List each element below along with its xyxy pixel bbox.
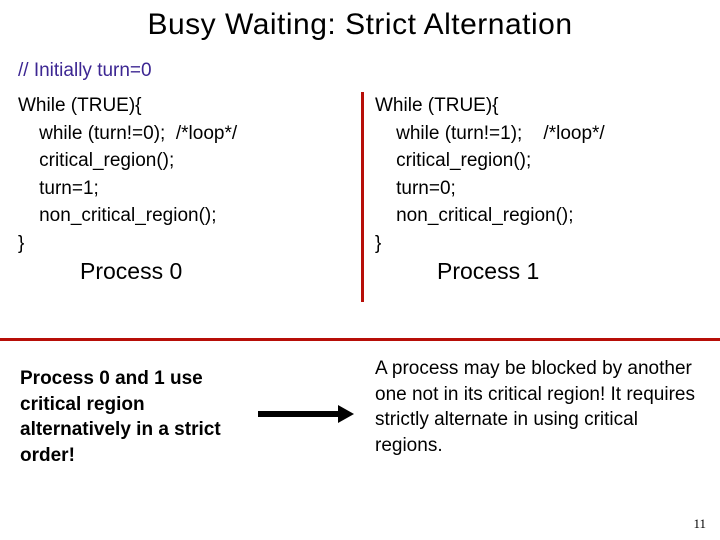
code-line: while (turn!=1); /*loop*/ [375,120,705,148]
code-columns: While (TRUE){ while (turn!=0); /*loop*/ … [0,92,720,312]
horizontal-divider [0,338,720,341]
code-line: } [18,230,348,258]
code-line: while (turn!=0); /*loop*/ [18,120,348,148]
code-line: While (TRUE){ [375,92,705,120]
code-line: critical_region(); [375,147,705,175]
slide-title: Busy Waiting: Strict Alternation [0,0,720,42]
code-line: critical_region(); [18,147,348,175]
code-line: turn=0; [375,175,705,203]
process-1-label: Process 1 [375,255,705,288]
process-0-label: Process 0 [18,255,348,288]
code-line: turn=1; [18,175,348,203]
code-line: } [375,230,705,258]
arrow-head [338,405,354,423]
slide: Busy Waiting: Strict Alternation // Init… [0,0,720,540]
arrow-shaft [258,411,338,417]
initial-comment: // Initially turn=0 [0,42,720,82]
code-line: non_critical_region(); [18,202,348,230]
arrow-icon [258,408,354,420]
note-left: Process 0 and 1 use critical region alte… [20,366,240,469]
code-line: non_critical_region(); [375,202,705,230]
vertical-divider [361,92,364,302]
note-right: A process may be blocked by another one … [375,356,695,459]
code-line: While (TRUE){ [18,92,348,120]
page-number: 11 [693,516,706,532]
process-0-code: While (TRUE){ while (turn!=0); /*loop*/ … [18,92,348,289]
process-1-code: While (TRUE){ while (turn!=1); /*loop*/ … [375,92,705,289]
